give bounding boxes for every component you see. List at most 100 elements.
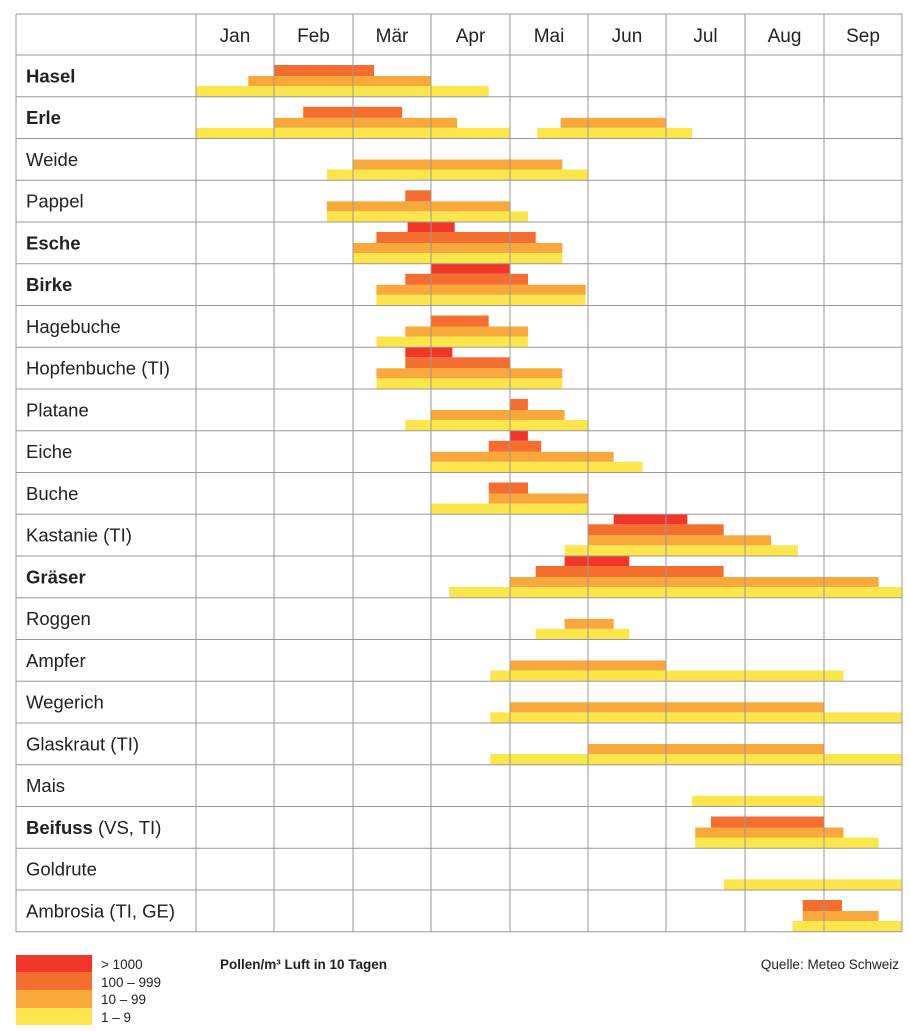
plant-name: Weide bbox=[26, 149, 78, 170]
plant-label-beifuss: Beifuss (VS, TI) bbox=[26, 817, 161, 838]
bar-gräser-l1 bbox=[449, 587, 902, 598]
plant-name: Hasel bbox=[26, 65, 75, 86]
bar-beifuss-l2 bbox=[695, 827, 844, 838]
plant-name: Birke bbox=[26, 274, 72, 295]
bar-wegerich-l1 bbox=[490, 712, 903, 724]
plant-name: Mais bbox=[26, 775, 65, 796]
plant-label-goldrute: Goldrute bbox=[26, 859, 97, 880]
bar-mais-l1 bbox=[692, 795, 824, 807]
plant-name: Eiche bbox=[26, 441, 72, 462]
plant-region: (TI, GE) bbox=[104, 900, 175, 921]
bar-beifuss-l1 bbox=[695, 837, 879, 849]
plant-name: Buche bbox=[26, 483, 78, 504]
plant-name: Ambrosia bbox=[26, 900, 105, 921]
bar-ampfer-l1 bbox=[490, 670, 844, 682]
plant-name: Platane bbox=[26, 399, 89, 420]
source-label: Quelle: Meteo Schweiz bbox=[761, 957, 899, 972]
plant-label-esche: Esche bbox=[26, 232, 81, 253]
plant-name: Glaskraut bbox=[26, 733, 105, 754]
plant-name: Roggen bbox=[26, 608, 91, 629]
bar-glaskraut-l1 bbox=[490, 754, 903, 765]
plant-label-hasel: Hasel bbox=[26, 65, 75, 86]
plant-name: Beifuss bbox=[26, 817, 93, 838]
plant-label-ampfer: Ampfer bbox=[26, 650, 86, 671]
plant-name: Hopfenbuche bbox=[26, 358, 136, 379]
bar-eiche-l4 bbox=[510, 430, 528, 441]
bar-esche-l3 bbox=[376, 232, 536, 243]
bar-ambrosia-l1 bbox=[792, 921, 902, 932]
bar-pappel-l1 bbox=[326, 211, 528, 223]
month-label: Feb bbox=[297, 26, 330, 47]
bar-hopfenbuche-l1 bbox=[376, 378, 563, 390]
bar-eiche-l1 bbox=[431, 461, 643, 473]
plant-name: Kastanie bbox=[26, 525, 98, 546]
plant-region: (VS, TI) bbox=[93, 817, 162, 838]
bar-esche-l1 bbox=[353, 253, 563, 264]
legend: > 1000 100 – 999 10 – 99 1 – 9 bbox=[16, 955, 161, 1025]
plant-label-ambrosia: Ambrosia (TI, GE) bbox=[26, 900, 175, 921]
bar-beifuss-l3 bbox=[711, 816, 824, 828]
bars-layer bbox=[196, 65, 903, 932]
bar-kastanie-l4 bbox=[613, 514, 688, 525]
bar-platane-l3 bbox=[510, 399, 528, 410]
plant-name: Esche bbox=[26, 232, 81, 253]
bar-platane-l2 bbox=[431, 410, 565, 420]
bar-roggen-l1 bbox=[535, 628, 630, 640]
bar-erle-l2 bbox=[560, 117, 666, 128]
plant-name: Ampfer bbox=[26, 650, 86, 671]
plant-label-mais: Mais bbox=[26, 775, 65, 796]
plant-label-buche: Buche bbox=[26, 483, 78, 504]
month-label: Jun bbox=[612, 26, 643, 47]
plant-label-birke: Birke bbox=[26, 274, 72, 295]
bar-gräser-l2 bbox=[510, 577, 879, 587]
month-label: Jan bbox=[220, 26, 251, 47]
bar-goldrute-l1 bbox=[723, 879, 902, 891]
bar-hagebuche-l2 bbox=[405, 326, 528, 337]
plant-label-roggen: Roggen bbox=[26, 608, 91, 629]
bar-birke-l1 bbox=[376, 294, 586, 306]
bar-eiche-l2 bbox=[431, 451, 614, 462]
month-label: Mär bbox=[376, 26, 409, 47]
bar-hopfenbuche-l4 bbox=[405, 347, 453, 358]
bar-birke-l2 bbox=[376, 284, 586, 295]
month-label: Apr bbox=[456, 26, 486, 47]
bar-kastanie-l2 bbox=[588, 535, 772, 546]
bar-hasel-l1 bbox=[196, 86, 489, 97]
bar-glaskraut-l2 bbox=[588, 744, 824, 754]
legend-label-l2: 10 – 99 bbox=[101, 992, 146, 1007]
month-header: Jan Feb Mär Apr Mai Jun Jul Aug Sep bbox=[220, 26, 880, 47]
plant-name: Gräser bbox=[26, 566, 86, 587]
bar-erle-l1 bbox=[537, 127, 693, 139]
bar-gräser-l3 bbox=[535, 566, 724, 577]
month-label: Jul bbox=[693, 26, 717, 47]
legend-label-l1: 1 – 9 bbox=[101, 1010, 131, 1025]
units-label: Pollen/m³ Luft in 10 Tagen bbox=[220, 957, 387, 972]
bar-hagebuche-l1 bbox=[376, 336, 528, 348]
bar-hopfenbuche-l3 bbox=[405, 357, 510, 369]
legend-swatch-l3 bbox=[16, 972, 92, 990]
plant-label-gräser: Gräser bbox=[26, 566, 86, 587]
legend-label-l4: > 1000 bbox=[101, 957, 143, 972]
grid-layer bbox=[15, 13, 903, 933]
legend-swatch-l2 bbox=[16, 990, 92, 1008]
bar-gräser-l4 bbox=[564, 556, 630, 566]
legend-swatch-l4 bbox=[16, 955, 92, 972]
plant-label-eiche: Eiche bbox=[26, 441, 72, 462]
bar-birke-l3 bbox=[405, 273, 528, 285]
legend-swatch-l1 bbox=[16, 1008, 92, 1025]
bar-hasel-l2 bbox=[248, 76, 431, 86]
legend-label-l3: 100 – 999 bbox=[101, 975, 161, 990]
plant-region: (TI) bbox=[98, 525, 132, 546]
plant-label-glaskraut: Glaskraut (TI) bbox=[26, 733, 139, 754]
plant-label-platane: Platane bbox=[26, 399, 89, 420]
plant-name: Erle bbox=[26, 107, 61, 128]
plant-label-kastanie: Kastanie (TI) bbox=[26, 525, 132, 546]
bar-pappel-l2 bbox=[326, 201, 510, 212]
bar-erle-l2 bbox=[274, 117, 458, 128]
bar-kastanie-l3 bbox=[588, 524, 724, 536]
bar-buche-l3 bbox=[488, 482, 528, 494]
month-label: Sep bbox=[846, 26, 880, 47]
bar-eiche-l3 bbox=[488, 440, 542, 452]
bar-pappel-l3 bbox=[405, 190, 431, 202]
